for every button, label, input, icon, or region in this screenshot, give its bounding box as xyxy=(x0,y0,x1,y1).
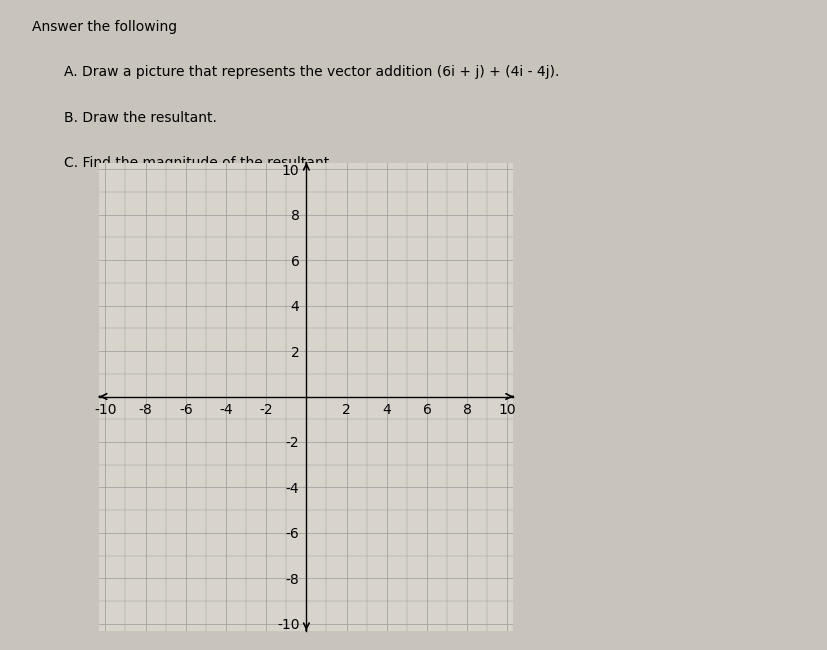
Text: B. Draw the resultant.: B. Draw the resultant. xyxy=(65,111,217,125)
Text: Answer the following: Answer the following xyxy=(32,20,177,34)
Text: C. Find the magnitude of the resultant: C. Find the magnitude of the resultant xyxy=(65,156,329,170)
Text: A. Draw a picture that represents the vector addition (6i + j) + (4i - 4j).: A. Draw a picture that represents the ve… xyxy=(65,65,559,79)
